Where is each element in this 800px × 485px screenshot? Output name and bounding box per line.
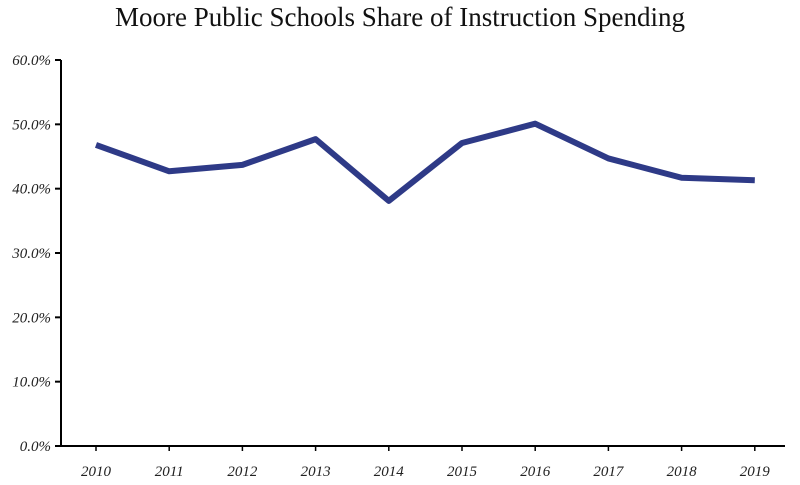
x-tick-label: 2011 [155, 464, 184, 480]
y-tick-label: 50.0% [12, 117, 51, 133]
x-tick-label: 2015 [447, 464, 478, 480]
y-tick-labels: 0.0% 10.0% 20.0% 30.0% 40.0% 50.0% 60.0% [11, 53, 51, 455]
x-axis-ticks [95, 446, 756, 451]
y-tick-label: 60.0% [12, 53, 51, 69]
x-tick-label: 2013 [301, 464, 331, 480]
y-tick-label: 30.0% [11, 246, 51, 262]
x-tick-labels: 2010 2011 2012 2013 2014 2015 2016 2017 2018 2019 [81, 464, 770, 480]
y-tick-label: 10.0% [12, 375, 51, 391]
chart-title: Moore Public Schools Share of Instructio… [115, 2, 685, 32]
y-tick-label: 0.0% [20, 439, 51, 455]
x-tick-label: 2012 [227, 464, 258, 480]
series-line [94, 120, 755, 204]
series-group [94, 120, 755, 204]
y-axis-ticks [55, 59, 61, 447]
y-tick-label: 40.0% [12, 182, 51, 198]
x-tick-label: 2010 [81, 464, 112, 480]
x-tick-label: 2019 [740, 464, 771, 480]
x-tick-label: 2017 [593, 464, 625, 480]
x-tick-label: 2018 [667, 464, 698, 480]
x-tick-label: 2016 [520, 464, 551, 480]
y-tick-label: 20.0% [12, 310, 51, 326]
x-tick-label: 2014 [374, 464, 405, 480]
